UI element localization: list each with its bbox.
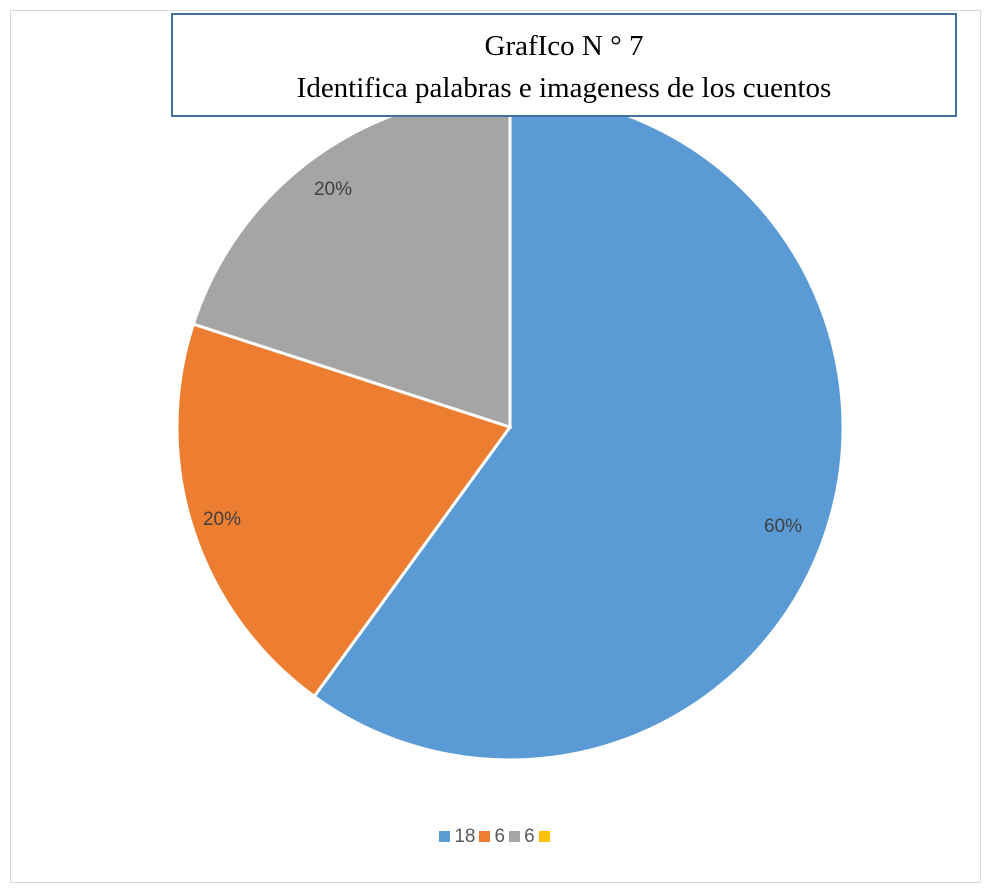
chart-title-box: GrafIco N ° 7 Identifica palabras e imag… — [171, 13, 957, 117]
legend-swatch-2 — [479, 831, 491, 842]
legend-swatch-3 — [509, 831, 521, 842]
data-label-1: 60% — [764, 516, 802, 537]
legend-item-1: 18 — [439, 826, 475, 848]
legend-swatch-4 — [538, 831, 550, 842]
pie-slice-2 — [175, 322, 513, 699]
pie-slice-1 — [312, 92, 845, 762]
legend-label-2: 6 — [494, 826, 506, 847]
chart-title-line2: Identifica palabras e imageness de los c… — [296, 72, 832, 104]
legend-item-4 — [538, 826, 554, 848]
chart-title-line1: GrafIco N ° 7 — [484, 30, 644, 62]
legend-label-1: 18 — [454, 826, 476, 847]
legend-swatch-1 — [439, 831, 451, 842]
data-label-2: 20% — [203, 509, 241, 530]
legend: 18 6 6 — [0, 826, 993, 848]
legend-label-3: 6 — [524, 826, 535, 847]
legend-item-2: 6 — [479, 826, 505, 848]
pie-slices — [175, 92, 845, 762]
pie-labels: 60% 20% 20% — [203, 179, 802, 537]
legend-item-3: 6 — [509, 826, 535, 848]
chart-area — [10, 10, 981, 883]
data-label-3: 20% — [314, 179, 352, 200]
